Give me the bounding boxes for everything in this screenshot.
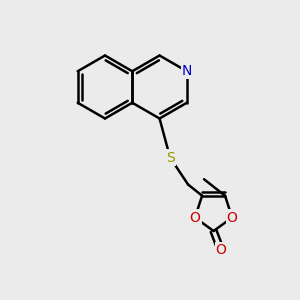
Text: N: N [182, 64, 192, 78]
Text: S: S [166, 151, 174, 164]
Text: O: O [190, 211, 200, 224]
Text: O: O [227, 211, 238, 224]
Text: O: O [216, 244, 226, 257]
